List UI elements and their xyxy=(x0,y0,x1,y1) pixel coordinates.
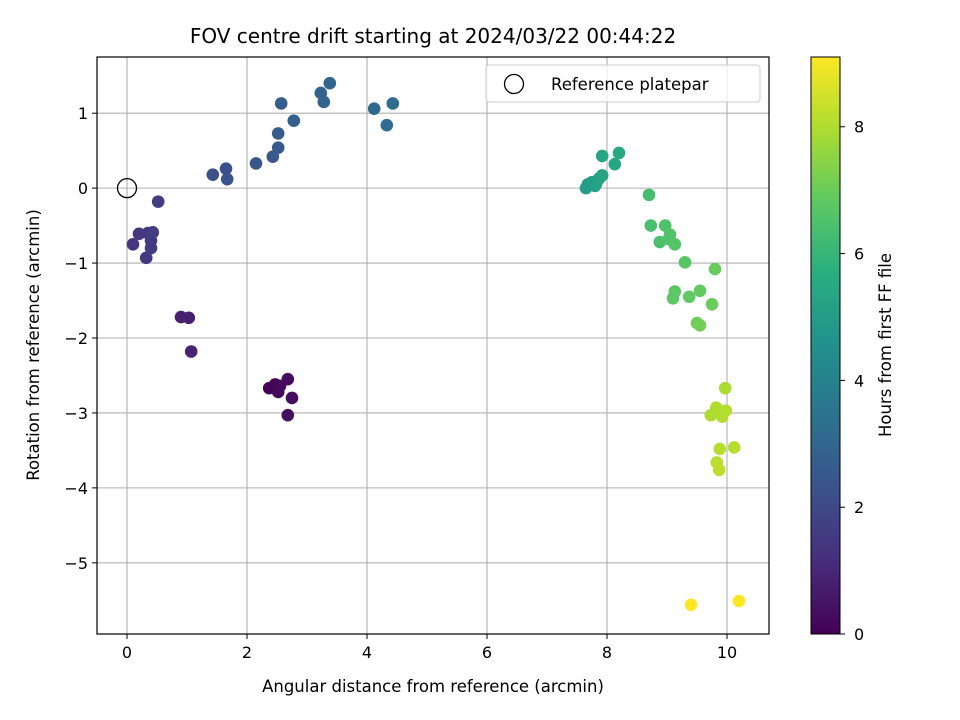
data-point xyxy=(684,598,698,612)
colorbar-ticks: 0 2 4 6 8 xyxy=(840,118,864,644)
data-point xyxy=(712,463,726,477)
x-tick-label: 8 xyxy=(602,643,612,662)
data-point xyxy=(184,345,198,358)
y-axis-label: Rotation from reference (arcmin) xyxy=(24,209,43,481)
data-point xyxy=(612,146,626,160)
data-point xyxy=(713,442,727,456)
data-point xyxy=(281,408,295,422)
data-point xyxy=(206,168,220,181)
colorbar-tick-label: 8 xyxy=(854,118,864,137)
data-point xyxy=(693,318,707,332)
x-axis: 0 2 4 6 8 10 xyxy=(122,634,737,662)
data-point xyxy=(608,157,622,171)
colorbar: 0 2 4 6 8 Hours from first FF file xyxy=(810,56,895,644)
x-tick-label: 2 xyxy=(242,643,252,662)
data-point xyxy=(386,97,400,110)
data-point xyxy=(595,149,609,163)
data-point xyxy=(719,404,733,417)
data-point xyxy=(317,95,331,109)
data-point xyxy=(727,441,741,454)
y-tick-label: −2 xyxy=(64,329,88,348)
data-point xyxy=(220,172,234,186)
legend-label-reference-platepar: Reference platepar xyxy=(551,75,709,94)
y-tick-label: −3 xyxy=(64,404,88,423)
data-point xyxy=(644,219,658,232)
data-point xyxy=(271,141,285,154)
data-point xyxy=(132,227,146,241)
data-point xyxy=(285,391,299,405)
plot-area-frame xyxy=(96,56,770,635)
x-tick-label: 6 xyxy=(482,643,492,662)
reference-platepar-marker xyxy=(116,177,138,199)
data-point xyxy=(126,238,140,251)
y-tick-label: 0 xyxy=(78,179,88,198)
data-point xyxy=(139,251,153,265)
data-point xyxy=(718,381,732,395)
data-point xyxy=(705,297,719,311)
data-point xyxy=(666,291,680,305)
data-point xyxy=(323,76,337,90)
data-point xyxy=(708,262,722,276)
data-point xyxy=(668,238,682,251)
data-point xyxy=(732,594,746,608)
data-point xyxy=(642,188,656,202)
data-point xyxy=(693,284,707,298)
colorbar-tick-label: 4 xyxy=(854,371,864,390)
data-point xyxy=(271,127,285,140)
data-point xyxy=(287,114,301,127)
data-point xyxy=(274,97,288,110)
y-tick-label: −4 xyxy=(64,479,88,498)
colorbar-gradient xyxy=(810,56,841,635)
y-tick-label: −1 xyxy=(64,254,88,273)
colorbar-tick-label: 0 xyxy=(854,625,864,644)
data-point xyxy=(144,241,158,255)
data-point xyxy=(380,118,394,132)
x-axis-label: Angular distance from reference (arcmin) xyxy=(262,677,604,696)
data-point xyxy=(249,157,263,170)
legend-reference-marker xyxy=(503,73,525,95)
y-tick-label: −5 xyxy=(64,554,88,573)
x-tick-label: 0 xyxy=(122,643,132,662)
data-point xyxy=(151,195,165,208)
data-point xyxy=(281,372,295,386)
data-point xyxy=(678,256,692,269)
x-tick-label: 10 xyxy=(717,643,737,662)
legend: Reference platepar xyxy=(485,64,761,103)
legend-box xyxy=(485,64,761,103)
data-point xyxy=(595,169,609,182)
grid-lines xyxy=(97,57,769,634)
data-point xyxy=(219,162,233,175)
chart-title: FOV centre drift starting at 2024/03/22 … xyxy=(190,24,676,48)
x-tick-label: 4 xyxy=(362,643,372,662)
data-points xyxy=(116,76,746,612)
colorbar-label: Hours from first FF file xyxy=(876,253,895,437)
colorbar-tick-label: 6 xyxy=(854,245,864,264)
colorbar-tick-label: 2 xyxy=(854,498,864,517)
data-point xyxy=(182,311,196,325)
data-point xyxy=(146,226,160,239)
data-point xyxy=(367,102,381,116)
y-tick-label: 1 xyxy=(78,104,88,123)
data-point xyxy=(682,290,696,304)
y-axis: −5 −4 −3 −2 −1 0 1 xyxy=(64,104,97,573)
